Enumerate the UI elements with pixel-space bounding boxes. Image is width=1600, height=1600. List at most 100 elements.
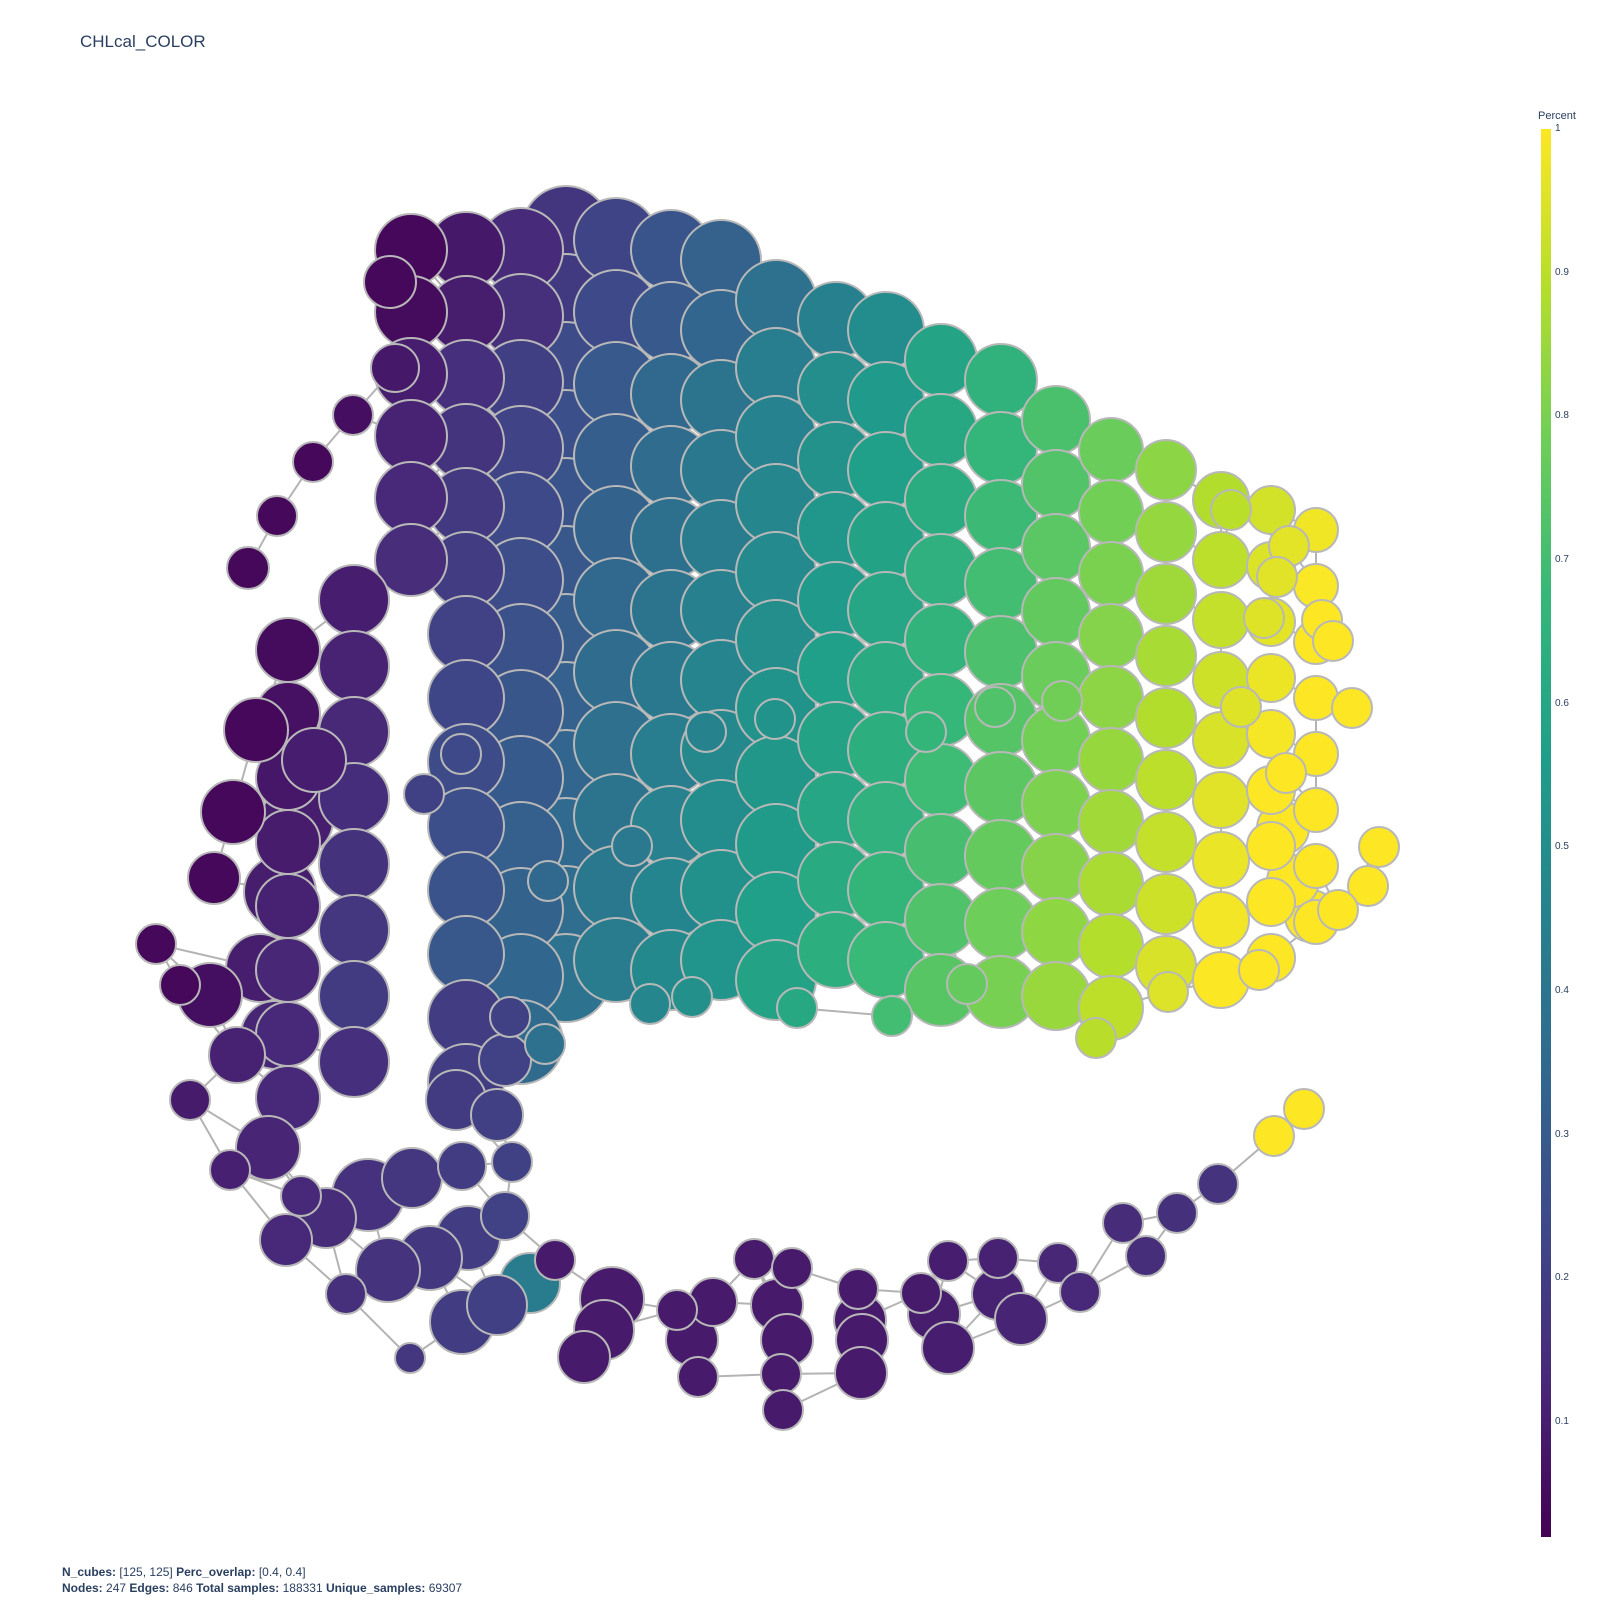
graph-node[interactable]	[771, 1247, 813, 1289]
graph-node[interactable]	[281, 727, 347, 793]
graph-node[interactable]	[159, 964, 201, 1006]
graph-node[interactable]	[223, 697, 289, 763]
graph-node[interactable]	[1238, 949, 1280, 991]
graph-node[interactable]	[733, 1238, 775, 1280]
graph-node[interactable]	[1078, 851, 1144, 917]
graph-node[interactable]	[1135, 625, 1197, 687]
graph-node[interactable]	[527, 860, 569, 902]
graph-node[interactable]	[325, 1273, 367, 1315]
graph-node[interactable]	[200, 779, 266, 845]
graph-node[interactable]	[355, 1237, 421, 1303]
graph-node[interactable]	[1220, 686, 1262, 728]
graph-node[interactable]	[1135, 501, 1197, 563]
graph-node[interactable]	[480, 1191, 530, 1241]
graph-node[interactable]	[905, 711, 947, 753]
graph-node[interactable]	[837, 1268, 879, 1310]
graph-node[interactable]	[994, 1292, 1048, 1346]
graph-node[interactable]	[235, 1115, 301, 1181]
graph-node[interactable]	[1253, 1115, 1295, 1157]
graph-node[interactable]	[363, 255, 417, 309]
graph-node[interactable]	[1102, 1202, 1144, 1244]
graph-node[interactable]	[491, 1141, 533, 1183]
graph-node[interactable]	[760, 1353, 802, 1395]
graph-node[interactable]	[332, 394, 374, 436]
graph-node[interactable]	[318, 960, 390, 1032]
graph-node[interactable]	[834, 1346, 888, 1400]
graph-node[interactable]	[974, 686, 1016, 728]
graph-node[interactable]	[900, 1272, 942, 1314]
graph-node[interactable]	[318, 564, 390, 636]
graph-node[interactable]	[403, 773, 445, 815]
graph-node[interactable]	[292, 441, 334, 483]
graph-node[interactable]	[1192, 591, 1250, 649]
graph-node[interactable]	[1265, 752, 1307, 794]
graph-node[interactable]	[169, 1079, 211, 1121]
graph-node[interactable]	[656, 1289, 698, 1331]
graph-node[interactable]	[318, 894, 390, 966]
graph-node[interactable]	[629, 983, 671, 1025]
graph-node[interactable]	[1347, 865, 1389, 907]
graph-node[interactable]	[1210, 489, 1252, 531]
graph-node[interactable]	[1078, 789, 1144, 855]
graph-node[interactable]	[1246, 653, 1296, 703]
graph-node[interactable]	[1135, 873, 1197, 935]
graph-node[interactable]	[280, 1175, 322, 1217]
graph-node[interactable]	[1078, 541, 1144, 607]
graph-node[interactable]	[1246, 877, 1296, 927]
graph-node[interactable]	[1078, 913, 1144, 979]
graph-node[interactable]	[1358, 826, 1400, 868]
graph-node[interactable]	[394, 1342, 426, 1374]
graph-node[interactable]	[1192, 771, 1250, 829]
graph-node[interactable]	[1312, 620, 1354, 662]
graph-node[interactable]	[1283, 1088, 1325, 1130]
graph-node[interactable]	[1317, 889, 1359, 931]
graph-node[interactable]	[209, 1149, 251, 1191]
graph-node[interactable]	[1021, 961, 1091, 1031]
graph-node[interactable]	[1246, 821, 1296, 871]
graph-node[interactable]	[255, 937, 321, 1003]
graph-node[interactable]	[1135, 563, 1197, 625]
graph-node[interactable]	[1293, 675, 1339, 721]
graph-node[interactable]	[370, 343, 420, 393]
graph-node[interactable]	[187, 851, 241, 905]
graph-node[interactable]	[255, 809, 321, 875]
graph-node[interactable]	[1256, 556, 1298, 598]
graph-node[interactable]	[256, 495, 298, 537]
graph-node[interactable]	[1125, 1235, 1167, 1277]
graph-node[interactable]	[754, 698, 796, 740]
graph-node[interactable]	[1059, 1271, 1101, 1313]
graph-node[interactable]	[921, 1321, 975, 1375]
graph-node[interactable]	[1192, 891, 1250, 949]
graph-node[interactable]	[440, 733, 482, 775]
graph-node[interactable]	[927, 1240, 969, 1282]
graph-node[interactable]	[557, 1330, 611, 1384]
graph-node[interactable]	[318, 630, 390, 702]
graph-node[interactable]	[1078, 727, 1144, 793]
graph-node[interactable]	[1078, 479, 1144, 545]
graph-node[interactable]	[685, 711, 727, 753]
graph-node[interactable]	[381, 1147, 443, 1209]
graph-node[interactable]	[1078, 665, 1144, 731]
graph-node[interactable]	[1192, 831, 1250, 889]
graph-node[interactable]	[208, 1026, 266, 1084]
graph-node[interactable]	[1075, 1017, 1117, 1059]
graph-node[interactable]	[470, 1088, 524, 1142]
graph-node[interactable]	[1041, 680, 1083, 722]
graph-node[interactable]	[1037, 1242, 1079, 1284]
graph-node[interactable]	[259, 1213, 313, 1267]
graph-node[interactable]	[776, 987, 818, 1029]
graph-node[interactable]	[1192, 531, 1250, 589]
graph-node[interactable]	[1135, 811, 1197, 873]
graph-node[interactable]	[534, 1239, 576, 1281]
graph-node[interactable]	[671, 976, 713, 1018]
graph-node[interactable]	[318, 1026, 390, 1098]
graph-node[interactable]	[135, 923, 177, 965]
graph-node[interactable]	[762, 1389, 804, 1431]
graph-node[interactable]	[255, 617, 321, 683]
graph-node[interactable]	[677, 1356, 719, 1398]
graph-node[interactable]	[466, 1274, 528, 1336]
graph-node[interactable]	[1156, 1192, 1198, 1234]
graph-node[interactable]	[255, 873, 321, 939]
graph-node[interactable]	[871, 995, 913, 1037]
